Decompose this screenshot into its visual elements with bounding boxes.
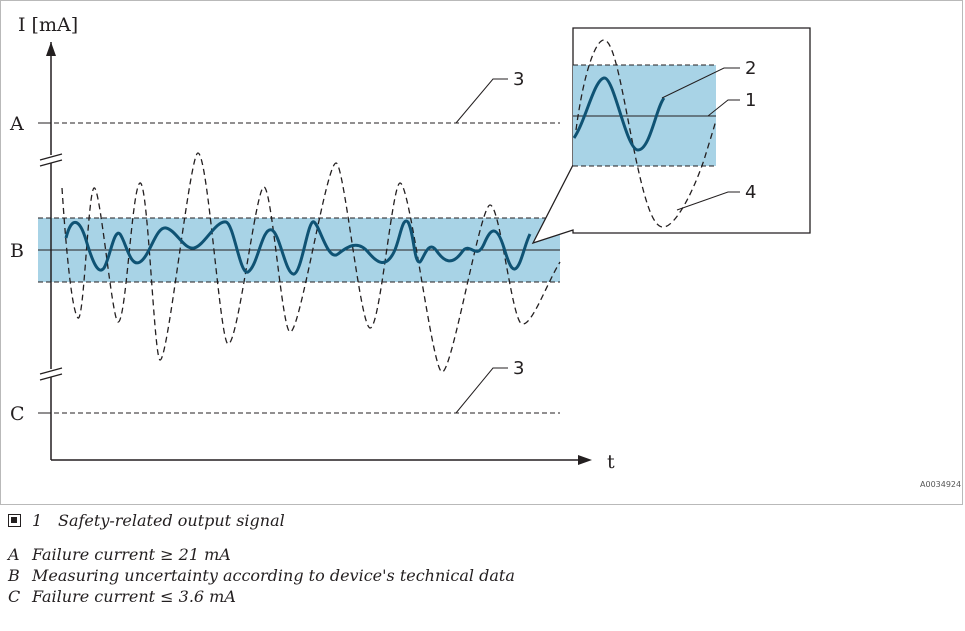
x-axis-arrow [578, 455, 592, 465]
output-signal-diagram: I [mA] t A B C 3 3 2 1 4 A0034924 [9, 14, 961, 489]
figure-title: Safety-related output signal [58, 511, 285, 530]
leader-3-top [455, 78, 508, 124]
callout-label-3-bottom: 3 [513, 358, 524, 379]
callout-label-1: 1 [745, 90, 756, 111]
axis-break-upper-gap [44, 155, 58, 163]
leader-3-bottom [455, 367, 508, 414]
axis-break-lower-2 [39, 373, 63, 381]
axis-break-upper-1 [39, 153, 63, 161]
legend-text-b: Measuring uncertainty according to devic… [32, 566, 515, 585]
level-label-a: A [9, 113, 24, 135]
callout-label-4: 4 [745, 182, 756, 203]
level-label-b: B [10, 240, 24, 262]
axis-break-lower-gap [44, 369, 58, 377]
axis-break-lower-1 [39, 367, 63, 375]
y-axis-arrow [46, 42, 56, 56]
level-label-c: C [10, 403, 25, 425]
legend-text-c: Failure current ≤ 3.6 mA [32, 587, 236, 606]
legend-key-a: A [8, 545, 20, 564]
image-code: A0034924 [920, 480, 961, 489]
x-axis-label: t [607, 451, 615, 473]
zoom-raw-signal-curve [575, 39, 717, 228]
legend-key-b: B [8, 566, 20, 585]
callout-label-2: 2 [745, 58, 756, 79]
zoom-output-signal-curve [572, 76, 666, 152]
callout-label-3-top: 3 [513, 69, 524, 90]
figure-icon [8, 514, 21, 527]
y-axis-label: I [mA] [18, 14, 78, 36]
leader-2 [661, 67, 740, 99]
output-signal-curve [64, 219, 532, 276]
leader-1 [707, 99, 740, 117]
legend-key-c: C [8, 587, 21, 606]
legend-text-a: Failure current ≥ 21 mA [32, 545, 231, 564]
figure-frame [0, 0, 963, 505]
axis-break-upper-2 [39, 159, 63, 167]
raw-signal-curve [61, 152, 561, 373]
figure-number: 1 [32, 511, 43, 530]
leader-4 [676, 191, 740, 211]
